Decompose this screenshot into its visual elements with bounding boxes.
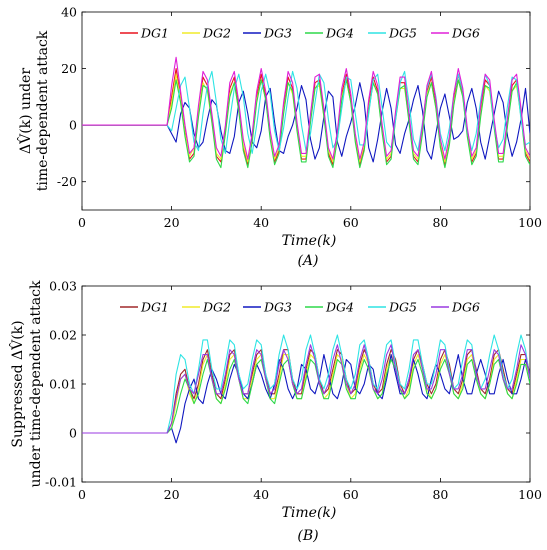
legend-label-dg6: DG6 [451,300,480,315]
x-tick-label: 40 [253,215,269,230]
x-tick-label: 60 [343,215,359,230]
y-axis-label-line: under time-dependent attack [28,280,44,487]
y-tick-label: 20 [61,61,77,76]
y-tick-label: 0.01 [49,377,77,392]
y-axis-label-line: Suppressed ΔV̂(k) [8,320,26,447]
series-line-dg5 [82,334,530,434]
panel-caption: (A) [297,253,318,269]
y-tick-label: 0.03 [49,279,77,294]
y-tick-label: -0.01 [45,475,77,490]
legend-label-dg2: DG2 [202,300,231,315]
x-tick-label: 80 [432,215,448,230]
legend-label-dg4: DG4 [325,26,354,41]
series-line-dg6 [82,344,530,434]
x-tick-label: 20 [164,215,180,230]
x-tick-label: 20 [164,487,180,502]
y-axis-label-line: time-dependent attack [35,30,51,191]
x-tick-label: 60 [343,487,359,502]
legend-label-dg1: DG1 [140,300,169,315]
series-group [82,334,530,444]
x-tick-label: 40 [253,487,269,502]
y-tick-label: 40 [61,5,77,20]
y-tick-label: 0 [69,426,77,441]
y-tick-label: -20 [57,174,77,189]
legend-label-dg5: DG5 [388,300,417,315]
legend: DG1 DG2 DG3 DG4 DG5 DG6 [120,26,480,41]
legend: DG1 DG2 DG3 DG4 DG5 DG6 [120,300,480,315]
x-tick-label: 100 [518,215,542,230]
x-tick-label: 80 [432,487,448,502]
x-axis-label: Time(k) [282,505,337,521]
legend-label-dg1: DG1 [140,26,169,41]
series-line-dg4 [82,358,530,434]
x-tick-label: 100 [518,487,542,502]
legend-label-dg5: DG5 [388,26,417,41]
legend-label-dg3: DG3 [263,26,292,41]
y-axis-label-line: ΔV̂(k) under [16,68,34,154]
x-tick-label: 0 [78,215,86,230]
series-line-dg3 [82,354,530,444]
series-group [82,56,530,169]
x-axis-label: Time(k) [282,233,337,249]
legend-label-dg3: DG3 [263,300,292,315]
x-tick-label: 0 [78,487,86,502]
legend-label-dg4: DG4 [325,300,354,315]
panel-caption: (B) [297,528,318,544]
plot-frame [81,285,531,483]
legend-label-dg2: DG2 [202,26,231,41]
y-tick-label: 0 [69,118,77,133]
plot-frame [81,11,531,211]
legend-label-dg6: DG6 [451,26,480,41]
series-line-dg6 [82,56,530,160]
panel-a: 0 20 40 60 80 100 -20 0 20 40 DG1 DG2 DG3 DG4 DG5 DG6 Ti… [16,5,542,270]
y-tick-label: 0.02 [49,328,77,343]
